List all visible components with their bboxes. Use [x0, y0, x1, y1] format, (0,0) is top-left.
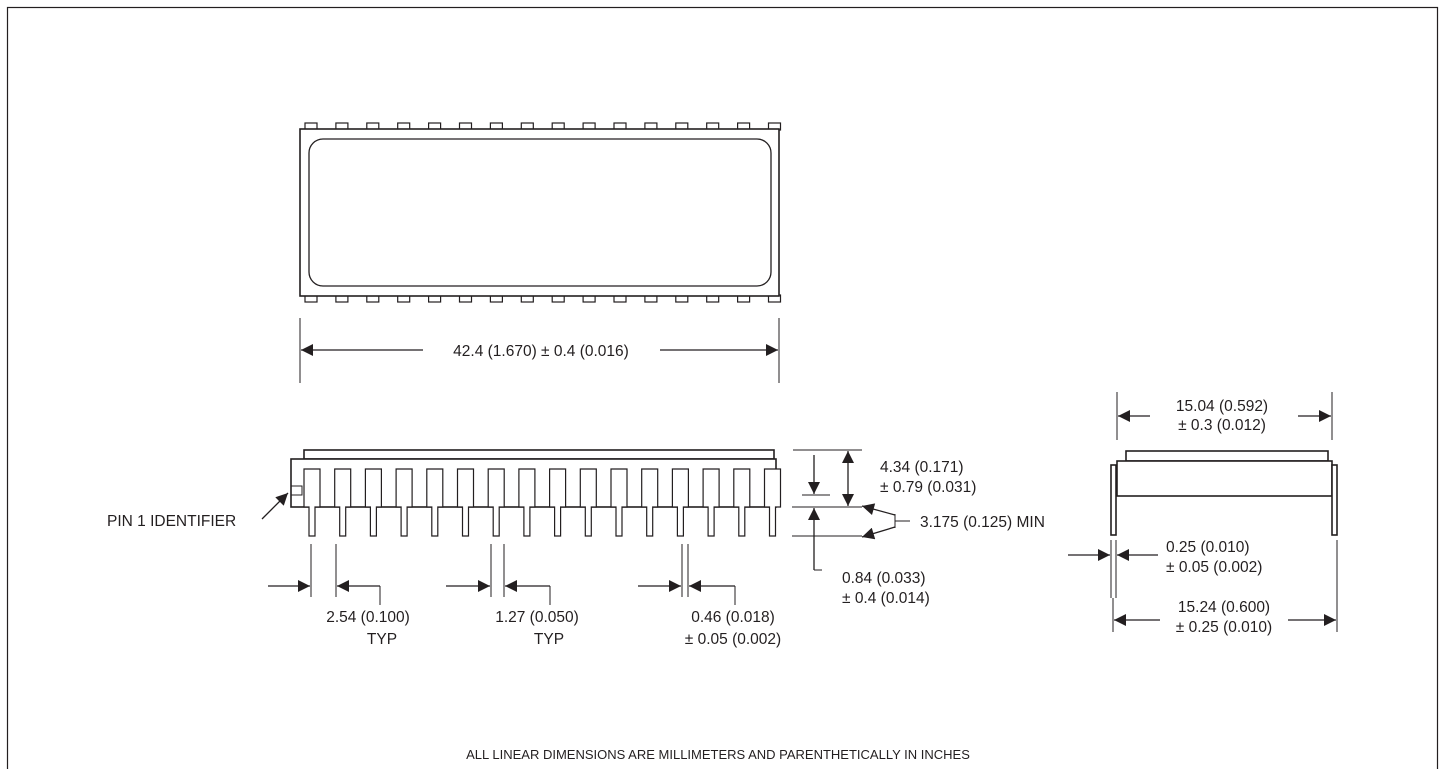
lead	[641, 468, 659, 537]
lead	[702, 468, 720, 537]
lead-thickness-label-1: 0.25 (0.010)	[1166, 539, 1250, 556]
standoff-label-1: 0.84 (0.033)	[842, 570, 926, 587]
lead	[549, 468, 567, 537]
lead	[303, 468, 321, 537]
end-view-left-lead	[1110, 464, 1117, 536]
lead	[763, 468, 782, 537]
end-view-lid	[1125, 450, 1329, 462]
end-view-dimensions: 15.04 (0.592) ± 0.3 (0.012) 0.25 (0.010)…	[1068, 392, 1338, 636]
lead	[671, 468, 689, 537]
lead	[426, 468, 444, 537]
end-view-body	[1116, 460, 1333, 497]
body-width-label-1: 15.04 (0.592)	[1176, 398, 1268, 415]
lead	[456, 468, 475, 537]
length-label: 42.4 (1.670) ± 0.4 (0.016)	[453, 343, 629, 360]
pin1-identifier-notch	[291, 485, 303, 496]
height-label-2: ± 0.79 (0.031)	[880, 479, 976, 496]
end-view	[1110, 450, 1338, 536]
shoulder-label-1: 1.27 (0.050)	[495, 609, 579, 626]
pin1-callout: PIN 1 IDENTIFIER	[107, 492, 289, 530]
lead-length-arrow-down	[861, 503, 896, 516]
page-border	[6, 6, 1439, 769]
body-width-label-2: ± 0.3 (0.012)	[1178, 417, 1266, 434]
pitch-label-1: 2.54 (0.100)	[326, 609, 410, 626]
lead-length-arrow-up	[861, 526, 896, 540]
standoff-label-2: ± 0.4 (0.014)	[842, 590, 930, 607]
pin1-arrow	[261, 492, 289, 520]
lead	[518, 468, 536, 537]
shoulder-label-2: TYP	[534, 631, 564, 648]
length-dimension: 42.4 (1.670) ± 0.4 (0.016)	[299, 318, 780, 383]
lead	[733, 468, 751, 537]
lead-length-label: 3.175 (0.125) MIN	[920, 514, 1045, 531]
lead	[487, 468, 505, 537]
lead	[334, 468, 352, 537]
height-label-1: 4.34 (0.171)	[880, 459, 964, 476]
top-view-window	[308, 138, 772, 287]
side-view-leads	[303, 468, 782, 537]
end-view-right-lead	[1331, 464, 1338, 536]
side-view	[290, 449, 782, 537]
height-dimensions: 4.34 (0.171) ± 0.79 (0.031) 3.175 (0.125…	[792, 449, 1045, 607]
row-spacing-label-2: ± 0.25 (0.010)	[1176, 619, 1272, 636]
top-view-upper-pins	[304, 122, 782, 131]
pin1-label: PIN 1 IDENTIFIER	[107, 513, 236, 530]
pitch-label-2: TYP	[367, 631, 397, 648]
top-view-body	[299, 128, 780, 297]
row-spacing-label-1: 15.24 (0.600)	[1178, 599, 1270, 616]
lead-thickness-label-2: ± 0.05 (0.002)	[1166, 559, 1262, 576]
lead-dimensions: 2.54 (0.100) TYP 1.27 (0.050) TYP 0.46 (…	[268, 544, 781, 648]
lead	[395, 468, 413, 537]
top-view	[299, 122, 782, 303]
footnote: ALL LINEAR DIMENSIONS ARE MILLIMETERS AN…	[466, 747, 970, 762]
lead	[579, 468, 597, 537]
lead	[610, 468, 628, 537]
side-view-lid	[303, 449, 775, 460]
lead-width-label-1: 0.46 (0.018)	[691, 609, 775, 626]
lead-width-label-2: ± 0.05 (0.002)	[685, 631, 781, 648]
lead	[364, 468, 382, 537]
